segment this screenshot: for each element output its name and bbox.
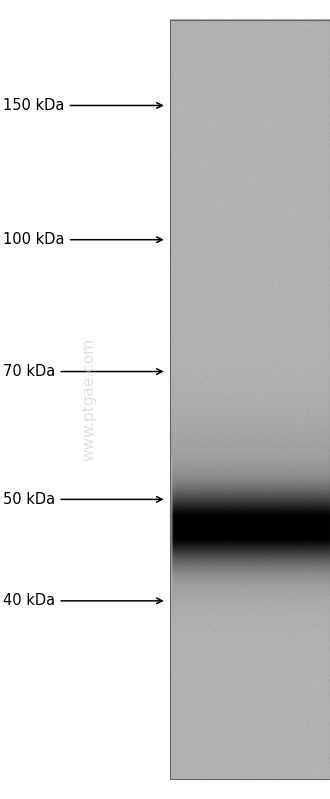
Text: 100 kDa: 100 kDa: [3, 233, 162, 247]
Text: www.ptgae.com: www.ptgae.com: [82, 338, 97, 461]
Text: 40 kDa: 40 kDa: [3, 594, 162, 608]
Text: 50 kDa: 50 kDa: [3, 492, 162, 507]
Bar: [170, 20, 330, 779]
Text: 150 kDa: 150 kDa: [3, 98, 162, 113]
Text: 70 kDa: 70 kDa: [3, 364, 162, 379]
